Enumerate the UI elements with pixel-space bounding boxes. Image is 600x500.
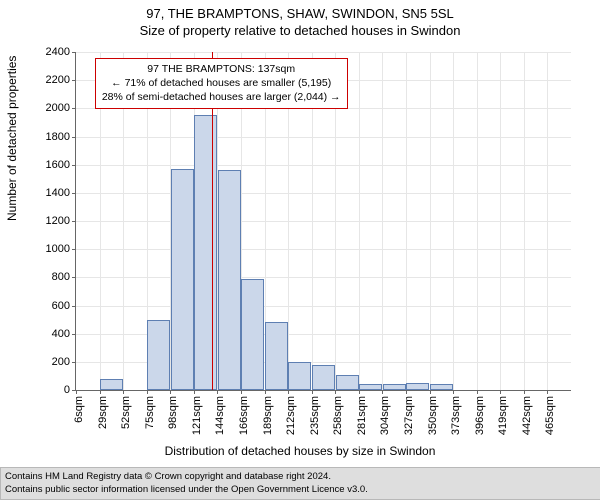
xtick-mark (477, 390, 478, 394)
xtick-label: 121sqm (191, 396, 203, 435)
xtick-mark (288, 390, 289, 394)
xtick-mark (524, 390, 525, 394)
ytick-label: 1200 (46, 215, 76, 227)
page-title: 97, THE BRAMPTONS, SHAW, SWINDON, SN5 5S… (0, 0, 600, 21)
gridline-h (76, 52, 571, 53)
xtick-label: 235sqm (309, 396, 321, 435)
xtick-mark (241, 390, 242, 394)
xtick-mark (265, 390, 266, 394)
ytick-label: 1000 (46, 243, 76, 255)
xtick-label: 258sqm (332, 396, 344, 435)
gridline-v (524, 52, 525, 390)
gridline-h (76, 277, 571, 278)
gridline-h (76, 193, 571, 194)
xtick-mark (430, 390, 431, 394)
gridline-h (76, 249, 571, 250)
xtick-mark (217, 390, 218, 394)
xtick-mark (382, 390, 383, 394)
footer-line-2: Contains public sector information licen… (5, 484, 600, 496)
xtick-label: 465sqm (544, 396, 556, 435)
xtick-label: 350sqm (427, 396, 439, 435)
gridline-v (430, 52, 431, 390)
xtick-label: 281sqm (356, 396, 368, 435)
xtick-label: 442sqm (521, 396, 533, 435)
bar (194, 115, 217, 390)
footer-line-1: Contains HM Land Registry data © Crown c… (5, 471, 600, 483)
bar (147, 320, 170, 390)
xtick-mark (359, 390, 360, 394)
x-axis-label: Distribution of detached houses by size … (0, 444, 600, 458)
xtick-mark (170, 390, 171, 394)
gridline-v (453, 52, 454, 390)
bar (265, 322, 288, 390)
bar (100, 379, 123, 390)
gridline-h (76, 165, 571, 166)
gridline-v (382, 52, 383, 390)
xtick-mark (547, 390, 548, 394)
xtick-label: 29sqm (97, 396, 109, 429)
bar (430, 384, 453, 390)
annotation-line: 97 THE BRAMPTONS: 137sqm (102, 62, 341, 76)
bar (241, 279, 264, 390)
xtick-label: 419sqm (497, 396, 509, 435)
annotation-line: ← 71% of detached houses are smaller (5,… (102, 76, 341, 90)
bar (312, 365, 335, 390)
bar (288, 362, 311, 390)
xtick-label: 52sqm (120, 396, 132, 429)
footer-attribution: Contains HM Land Registry data © Crown c… (0, 467, 600, 500)
ytick-label: 200 (52, 356, 76, 368)
xtick-label: 98sqm (167, 396, 179, 429)
xtick-label: 189sqm (262, 396, 274, 435)
xtick-label: 166sqm (238, 396, 250, 435)
gridline-h (76, 221, 571, 222)
xtick-label: 373sqm (450, 396, 462, 435)
xtick-mark (312, 390, 313, 394)
xtick-label: 327sqm (403, 396, 415, 435)
gridline-v (477, 52, 478, 390)
ytick-label: 400 (52, 328, 76, 340)
chart-container: 97, THE BRAMPTONS, SHAW, SWINDON, SN5 5S… (0, 0, 600, 500)
ytick-label: 1600 (46, 159, 76, 171)
xtick-label: 144sqm (214, 396, 226, 435)
gridline-h (76, 306, 571, 307)
bar (171, 169, 194, 390)
annotation-line: 28% of semi-detached houses are larger (… (102, 90, 341, 104)
bar (359, 384, 382, 390)
gridline-v (500, 52, 501, 390)
bar (218, 170, 241, 390)
page-subtitle: Size of property relative to detached ho… (0, 21, 600, 38)
gridline-v (406, 52, 407, 390)
xtick-mark (100, 390, 101, 394)
ytick-label: 2200 (46, 74, 76, 86)
gridline-v (359, 52, 360, 390)
ytick-label: 2400 (46, 46, 76, 58)
xtick-mark (194, 390, 195, 394)
xtick-mark (123, 390, 124, 394)
xtick-mark (76, 390, 77, 394)
bar (336, 375, 359, 390)
y-axis-label: Number of detached properties (5, 56, 19, 221)
xtick-label: 304sqm (379, 396, 391, 435)
annotation-box: 97 THE BRAMPTONS: 137sqm← 71% of detache… (95, 58, 348, 109)
xtick-mark (406, 390, 407, 394)
bar (383, 384, 406, 390)
xtick-label: 6sqm (73, 396, 85, 423)
xtick-mark (147, 390, 148, 394)
plot-area: 0200400600800100012001400160018002000220… (75, 52, 571, 391)
xtick-mark (453, 390, 454, 394)
ytick-label: 2000 (46, 102, 76, 114)
gridline-v (547, 52, 548, 390)
gridline-h (76, 137, 571, 138)
ytick-label: 0 (64, 384, 76, 396)
xtick-label: 212sqm (285, 396, 297, 435)
ytick-label: 1800 (46, 131, 76, 143)
xtick-mark (335, 390, 336, 394)
xtick-label: 396sqm (474, 396, 486, 435)
bar (406, 383, 429, 390)
xtick-mark (500, 390, 501, 394)
ytick-label: 1400 (46, 187, 76, 199)
ytick-label: 800 (52, 271, 76, 283)
ytick-label: 600 (52, 300, 76, 312)
xtick-label: 75sqm (144, 396, 156, 429)
